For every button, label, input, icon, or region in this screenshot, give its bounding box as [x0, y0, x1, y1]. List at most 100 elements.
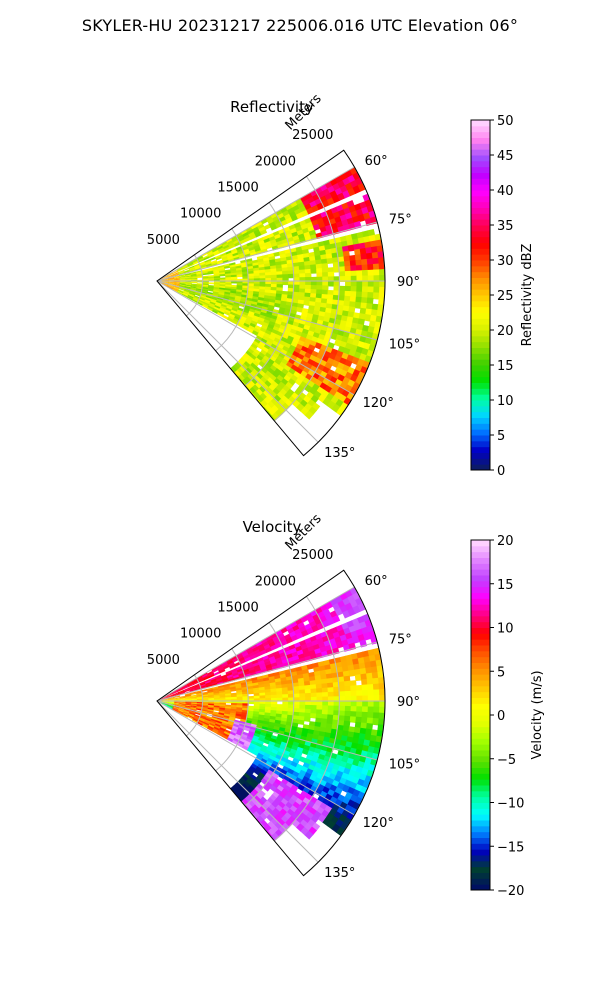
radar-gate: [220, 723, 228, 729]
radar-gate: [218, 710, 226, 714]
radar-gate: [213, 696, 221, 699]
radar-gate: [207, 670, 214, 676]
colorbar-swatch: [471, 586, 490, 593]
azimuth-spoke: [156, 700, 319, 863]
radar-gate: [343, 295, 351, 303]
radar-gate: [172, 287, 179, 291]
radar-gate: [263, 319, 271, 325]
radar-gate: [343, 715, 351, 723]
radar-gate: [233, 315, 241, 321]
radar-gate: [373, 701, 380, 709]
radar-gate: [177, 267, 183, 271]
radar-gate: [184, 272, 192, 276]
radar-gate: [283, 762, 292, 770]
radar-gate: [230, 729, 238, 735]
radar-gate: [162, 702, 169, 706]
radar-gate: [220, 252, 227, 257]
radar-gate: [331, 823, 341, 833]
range-ring: [273, 596, 340, 842]
radar-gate: [269, 317, 277, 324]
radar-gate: [223, 664, 230, 670]
radar-gate: [243, 352, 251, 360]
radar-gate: [167, 694, 174, 697]
radar-gate: [256, 332, 265, 339]
radar-gate: [189, 687, 196, 691]
radar-gate: [362, 695, 369, 703]
radar-gate: [270, 224, 278, 231]
radar-gate: [217, 730, 225, 736]
radar-gate: [280, 756, 288, 764]
radar-gate: [246, 315, 254, 321]
radar-gate: [172, 288, 179, 292]
azimuth-tick: 135°: [324, 866, 355, 881]
radar-gate: [196, 284, 204, 287]
radar-gate: [237, 727, 245, 733]
colorbar-swatch: [471, 639, 490, 646]
radar-gate: [376, 665, 384, 674]
radar-gate: [199, 295, 207, 299]
colorbar-swatch: [471, 388, 490, 395]
radar-gate: [365, 723, 374, 731]
radar-gate: [213, 251, 221, 256]
radar-gate: [254, 745, 262, 751]
radar-gate: [326, 294, 334, 301]
radar-gate: [162, 698, 169, 701]
radar-gate: [207, 689, 214, 692]
azimuth-spoke: [156, 280, 378, 341]
colorbar-swatch: [471, 446, 490, 453]
radar-gate: [292, 291, 300, 297]
colorbar-tick: 40: [497, 184, 514, 199]
radar-gate: [179, 275, 186, 278]
radar-gate: [354, 721, 362, 729]
radar-gate: [183, 289, 191, 293]
radar-gate: [367, 269, 375, 277]
radar-gate: [191, 299, 199, 304]
radar-gate: [189, 290, 196, 294]
radar-gate: [173, 277, 181, 280]
radar-gate: [167, 272, 174, 277]
radar-gate: [193, 295, 201, 299]
radar-gate: [167, 704, 174, 708]
radar-gate: [221, 300, 229, 305]
radar-gate: [338, 681, 346, 688]
radar-gate: [259, 703, 266, 708]
radar-gate: [229, 243, 236, 249]
colorbar-swatch: [471, 405, 490, 413]
radar-gate: [234, 295, 242, 300]
radar-gate: [194, 685, 202, 689]
colorbar-tick: −20: [497, 884, 524, 899]
radar-gate: [247, 244, 255, 250]
radar-gate: [354, 248, 362, 256]
radar-gate: [350, 270, 358, 277]
radar-gate: [367, 706, 375, 714]
radar-gate: [263, 763, 272, 771]
colorbar-swatch: [471, 680, 490, 687]
radar-gate: [189, 710, 196, 714]
radar-gate: [214, 254, 222, 259]
radar-gate: [299, 701, 306, 706]
radar-gate: [168, 278, 175, 280]
radar-gate: [197, 256, 204, 261]
colorbar-swatch: [471, 400, 490, 407]
radar-gate: [254, 651, 262, 658]
velocity-field: [157, 586, 386, 844]
radar-gate: [377, 304, 385, 313]
azimuth-tick: 75°: [389, 632, 412, 647]
colorbar-tick: 20: [497, 534, 514, 549]
radar-gate: [320, 674, 328, 681]
radar-gate: [184, 286, 192, 290]
radar-gate: [212, 712, 219, 717]
radar-gate: [177, 268, 184, 272]
radar-gate: [282, 704, 289, 709]
radar-gate: [236, 322, 244, 328]
radar-gate: [263, 657, 271, 664]
radar-gate: [162, 696, 169, 700]
radar-gate: [185, 695, 192, 698]
radar-gate: [339, 691, 346, 698]
radar-gate: [168, 283, 175, 285]
radar-gate: [273, 742, 282, 749]
radar-gate: [187, 683, 195, 688]
radar-gate: [190, 707, 197, 710]
radar-gate: [282, 274, 289, 279]
radar-gate: [321, 709, 329, 716]
